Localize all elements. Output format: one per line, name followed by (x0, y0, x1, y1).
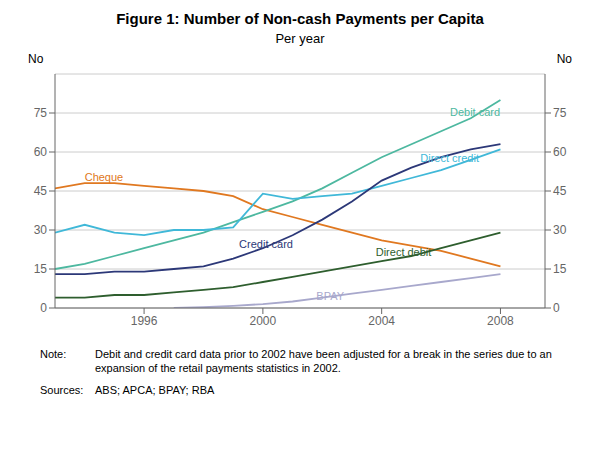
svg-text:2008: 2008 (487, 314, 514, 328)
svg-text:0: 0 (553, 301, 560, 315)
svg-text:45: 45 (34, 184, 48, 198)
svg-text:15: 15 (34, 262, 48, 276)
svg-text:Debit card: Debit card (450, 106, 500, 118)
html-text:Debit and credit card data pri: Debit and credit card data prior to 2002… (95, 348, 552, 374)
svg-text:Direct credit: Direct credit (420, 152, 479, 164)
svg-text:45: 45 (553, 184, 567, 198)
html-text:ABS; APCA; BPAY; RBA: ABS; APCA; BPAY; RBA (95, 384, 215, 396)
svg-text:75: 75 (553, 106, 567, 120)
html-text:No: No (28, 52, 44, 66)
svg-text:Direct debit: Direct debit (376, 246, 432, 258)
svg-text:30: 30 (34, 223, 48, 237)
svg-text:60: 60 (34, 145, 48, 159)
svg-text:60: 60 (553, 145, 567, 159)
svg-text:2004: 2004 (368, 314, 395, 328)
svg-text:1996: 1996 (131, 314, 158, 328)
html-text:No: No (556, 52, 572, 66)
svg-text:75: 75 (34, 106, 48, 120)
svg-text:0: 0 (40, 301, 47, 315)
svg-text:Credit card: Credit card (239, 238, 293, 250)
svg-text:15: 15 (553, 262, 567, 276)
svg-text:30: 30 (553, 223, 567, 237)
html-text:Figure 1: Number of Non-cash P: Figure 1: Number of Non-cash Payments pe… (116, 10, 484, 27)
svg-text:Cheque: Cheque (85, 171, 124, 183)
html-text:Note:: Note: (40, 348, 67, 360)
svg-text:2000: 2000 (250, 314, 277, 328)
svg-text:BPAY: BPAY (316, 290, 344, 302)
html-text:Per year: Per year (275, 31, 325, 46)
html-text:Sources:: Sources: (40, 384, 84, 396)
